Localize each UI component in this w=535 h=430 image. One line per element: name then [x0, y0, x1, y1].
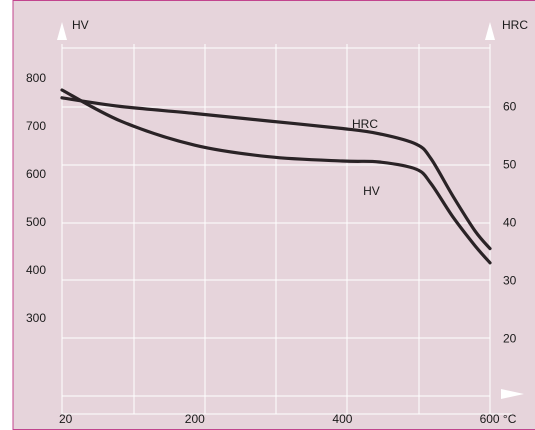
- x-tick-label: 400: [332, 412, 352, 426]
- series-label-hv: HV: [363, 184, 380, 198]
- series-label-hrc: HRC: [352, 117, 378, 131]
- series-line-hrc: [60, 96, 492, 251]
- right-axis-arrow-icon: [485, 22, 495, 40]
- axes: [57, 22, 524, 415]
- left-tick-label: 700: [26, 119, 46, 133]
- right-axis-title: HRC: [502, 18, 528, 32]
- right-tick-label: 40: [503, 216, 517, 230]
- right-tick-label: 30: [503, 274, 517, 288]
- left-tick-label: 400: [26, 263, 46, 277]
- x-tick-label: 200: [185, 412, 205, 426]
- left-tick-label: 300: [26, 311, 46, 325]
- right-axis-ticks: 20 30 40 50 60: [503, 100, 517, 346]
- left-tick-label: 800: [26, 71, 46, 85]
- right-tick-label: 60: [503, 100, 517, 114]
- left-axis-ticks: 300 400 500 600 700 800: [26, 71, 46, 325]
- left-axis-title: HV: [72, 18, 89, 32]
- left-tick-label: 500: [26, 215, 46, 229]
- x-tick-label: 600 °C: [480, 412, 517, 426]
- x-axis-ticks: 20 200 400 600 °C: [59, 412, 517, 426]
- right-tick-label: 20: [503, 332, 517, 346]
- left-tick-label: 600: [26, 167, 46, 181]
- left-axis-arrow-icon: [57, 22, 67, 40]
- series-line-hv: [60, 88, 492, 265]
- x-tick-label: 20: [59, 412, 73, 426]
- right-tick-label: 50: [503, 158, 517, 172]
- plot-background: [13, 0, 535, 430]
- x-axis-arrow-icon: [501, 389, 524, 399]
- series-labels: HRC HV: [352, 117, 380, 198]
- series-lines: [60, 88, 492, 265]
